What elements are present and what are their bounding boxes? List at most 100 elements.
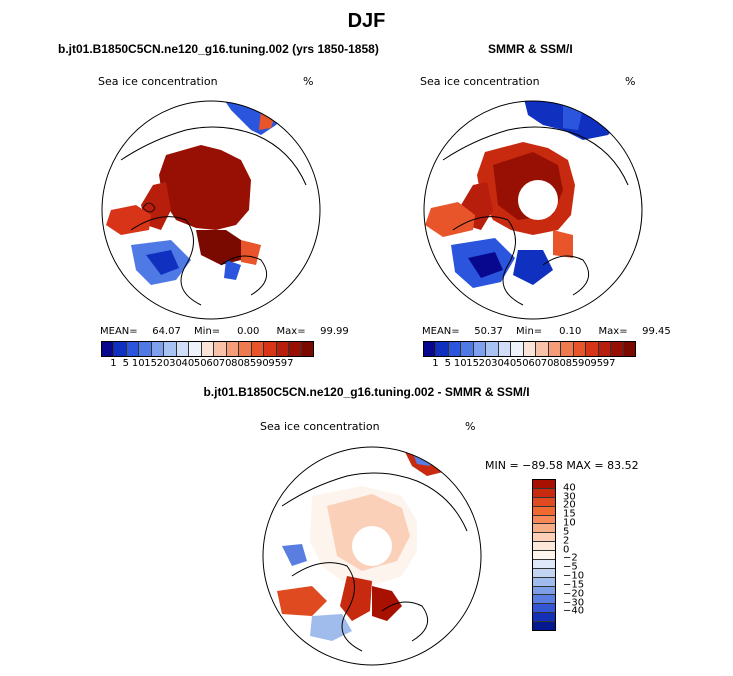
diff-colorbar (532, 479, 556, 631)
diff-units-label: % (465, 420, 476, 433)
diff-variable-label: Sea ice concentration (260, 420, 380, 433)
colorbar-swatch (189, 342, 202, 356)
colorbar-tick-label: 20 (478, 358, 492, 369)
colorbar-tick-label: 30 (563, 491, 576, 503)
colorbar-tick-label: 1 (432, 358, 439, 369)
colorbar-tick-label: 60 (528, 358, 542, 369)
obs-colorbar-ticks: 1 5 10 15 20 30 40 50 60 70 80 85 90 95 97 (423, 358, 634, 370)
colorbar-tick-label: 5 (444, 358, 451, 369)
colorbar-tick-label: 15 (563, 508, 576, 520)
colorbar-tick-label: −20 (563, 588, 585, 600)
colorbar-tick-label: 90 (577, 358, 591, 369)
colorbar-swatch (533, 533, 555, 543)
colorbar-tick-label: 30 (169, 358, 182, 369)
colorbar-swatch (251, 342, 265, 356)
colorbar-swatch (114, 342, 127, 356)
colorbar-tick-label: 2 (563, 535, 570, 547)
colorbar-swatch (448, 342, 462, 356)
colorbar-swatch (164, 342, 177, 356)
colorbar-swatch (226, 342, 240, 356)
colorbar-swatch (533, 506, 555, 516)
colorbar-swatch (533, 559, 555, 569)
colorbar-swatch (611, 342, 624, 356)
diff-panel-title: b.jt01.B1850C5CN.ne120_g16.tuning.002 - … (203, 385, 530, 399)
figure-title: DJF (347, 10, 386, 32)
colorbar-swatch (533, 622, 555, 630)
colorbar-swatch (533, 524, 555, 534)
colorbar-tick-label: 60 (206, 358, 220, 369)
colorbar-swatch (436, 342, 449, 356)
colorbar-swatch (214, 342, 227, 356)
colorbar-tick-label: 10 (563, 517, 576, 529)
diff-pole-hole (352, 526, 392, 566)
colorbar-swatch (102, 342, 115, 356)
colorbar-tick-label: 50 (515, 358, 529, 369)
colorbar-tick-label: 97 (602, 358, 616, 369)
colorbar-swatch (201, 342, 215, 356)
colorbar-tick-label: 90 (255, 358, 269, 369)
obs-colorbar (423, 341, 636, 357)
obs-polar-map (423, 100, 643, 320)
colorbar-tick-label: 20 (563, 499, 576, 511)
colorbar-swatch (301, 342, 313, 356)
model-colorbar-ticks: 1 5 10 15 20 30 40 50 60 70 80 85 90 95 97 (101, 358, 312, 370)
obs-units-label: % (625, 75, 636, 88)
colorbar-tick-label: 5 (563, 526, 570, 538)
colorbar-tick-label: 1 (110, 358, 117, 369)
diff-polar-map (262, 446, 482, 666)
colorbar-swatch (598, 342, 612, 356)
colorbar-swatch (586, 342, 599, 356)
colorbar-tick-label: 80 (553, 358, 566, 369)
colorbar-swatch (239, 342, 252, 356)
diff-colorbar-ticks: 40 30 20 15 10 5 2 0 −2 −5 −10 −15 −20 −30 −40 (563, 479, 603, 629)
colorbar-swatch (139, 342, 152, 356)
colorbar-swatch (289, 342, 302, 356)
colorbar-tick-label: 10 (453, 358, 467, 369)
colorbar-tick-label: 80 (231, 358, 244, 369)
colorbar-tick-label: −10 (563, 570, 585, 582)
colorbar-tick-label: 15 (466, 358, 480, 369)
colorbar-swatch (533, 613, 555, 622)
obs-panel-title: SMMR & SSM/I (488, 42, 573, 56)
colorbar-tick-label: 95 (590, 358, 604, 369)
colorbar-swatch (623, 342, 635, 356)
colorbar-tick-label: 70 (540, 358, 554, 369)
colorbar-tick-label: −30 (563, 597, 585, 609)
colorbar-tick-label: 10 (131, 358, 145, 369)
colorbar-swatch (461, 342, 474, 356)
colorbar-swatch (533, 577, 555, 587)
colorbar-tick-label: 30 (491, 358, 504, 369)
colorbar-swatch (151, 342, 165, 356)
colorbar-tick-label: 85 (243, 358, 257, 369)
colorbar-swatch (548, 342, 562, 356)
colorbar-tick-label: 95 (268, 358, 282, 369)
colorbar-tick-label: 20 (156, 358, 170, 369)
colorbar-tick-label: 0 (563, 544, 570, 556)
colorbar-swatch (498, 342, 512, 356)
colorbar-swatch (424, 342, 437, 356)
colorbar-swatch (533, 480, 555, 489)
model-panel-title: b.jt01.B1850C5CN.ne120_g16.tuning.002 (y… (58, 42, 379, 56)
colorbar-swatch (533, 568, 555, 578)
obs-pole-hole (518, 180, 558, 220)
colorbar-tick-label: 50 (193, 358, 207, 369)
colorbar-swatch (523, 342, 537, 356)
colorbar-swatch (561, 342, 574, 356)
diff-minmax: MIN = −89.58 MAX = 83.52 (485, 459, 639, 472)
model-variable-label: Sea ice concentration (98, 75, 218, 88)
colorbar-swatch (486, 342, 499, 356)
colorbar-swatch (533, 488, 555, 498)
colorbar-swatch (533, 515, 555, 525)
obs-variable-label: Sea ice concentration (420, 75, 540, 88)
colorbar-swatch (533, 551, 555, 560)
colorbar-swatch (573, 342, 587, 356)
colorbar-tick-label: −5 (563, 561, 578, 573)
colorbar-swatch (473, 342, 487, 356)
colorbar-swatch (276, 342, 290, 356)
colorbar-swatch (533, 604, 555, 614)
colorbar-tick-label: 40 (503, 358, 517, 369)
colorbar-tick-label: 15 (144, 358, 158, 369)
colorbar-swatch (536, 342, 549, 356)
colorbar-tick-label: −40 (563, 605, 585, 617)
colorbar-swatch (176, 342, 190, 356)
